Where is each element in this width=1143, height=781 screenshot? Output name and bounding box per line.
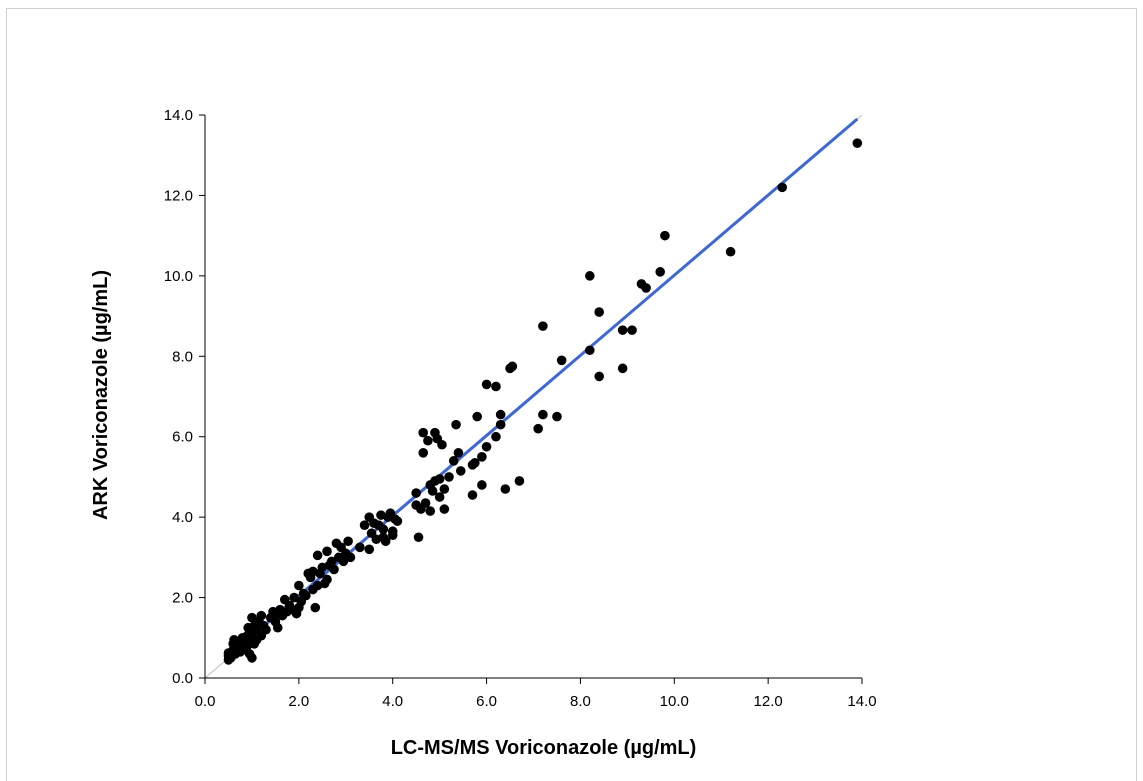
data-point-144 [655, 267, 666, 277]
axes [199, 114, 863, 684]
data-point-68 [338, 556, 349, 567]
data-point-20 [247, 653, 257, 663]
y-tick-label: 10.0 [164, 268, 193, 285]
data-point-61 [322, 546, 332, 557]
data-point-71 [345, 552, 356, 563]
data-point-82 [378, 524, 389, 535]
data-point-119 [477, 480, 487, 490]
data-point-111 [451, 419, 461, 430]
y-tick-label: 4.0 [172, 509, 193, 526]
data-point-63 [326, 556, 337, 567]
data-point-137 [594, 307, 604, 317]
data-point-136 [585, 345, 595, 356]
tick-labels: 0.0 2.0 4.0 6.0 8.0 10.0 12.0 14.0 0.0 2.0 4.0 6.0 8… [164, 107, 877, 710]
data-point-91 [411, 488, 421, 498]
data-point-98 [425, 506, 436, 516]
data-point-134 [556, 355, 567, 366]
data-point-121 [481, 379, 492, 390]
data-point-117 [472, 411, 482, 422]
data-point-64 [329, 564, 339, 575]
data-point-126 [500, 484, 511, 494]
data-point-116 [470, 458, 480, 468]
x-tick-label: 0.0 [195, 693, 216, 710]
data-point-108 [439, 504, 450, 514]
data-point-97 [423, 435, 433, 446]
data-point-139 [617, 325, 628, 335]
x-axis-title: LC-MS/MS Voriconazole (µg/mL) [391, 737, 697, 759]
y-tick-label: 6.0 [172, 429, 193, 446]
data-point-146 [725, 246, 736, 257]
data-point-131 [538, 409, 548, 420]
x-tick-label: 2.0 [288, 693, 309, 710]
data-point-114 [467, 490, 478, 500]
data-point-100 [427, 486, 438, 496]
x-tick-label: 6.0 [476, 693, 497, 710]
data-point-96 [420, 498, 431, 508]
data-point-105 [434, 474, 445, 484]
data-point-92 [413, 532, 424, 543]
data-point-140 [617, 363, 628, 374]
data-point-120 [481, 441, 492, 452]
data-point-22 [247, 612, 257, 623]
data-point-109 [444, 472, 454, 482]
chart-frame [6, 8, 1137, 781]
data-point-123 [491, 381, 501, 392]
data-point-143 [641, 283, 651, 293]
data-point-135 [585, 271, 595, 281]
data-point-46 [294, 580, 304, 591]
x-tick-label: 4.0 [382, 693, 403, 710]
data-point-128 [507, 361, 518, 372]
y-tick-label: 0.0 [172, 670, 193, 687]
data-point-147 [777, 182, 788, 193]
x-tick-label: 12.0 [754, 693, 783, 710]
y-tick-label: 2.0 [172, 590, 193, 607]
data-point-49 [301, 590, 311, 601]
data-point-36 [272, 622, 283, 633]
data-point-133 [552, 411, 562, 422]
data-point-106 [437, 439, 447, 450]
x-tick-label: 8.0 [570, 693, 591, 710]
data-point-125 [495, 409, 506, 420]
data-point-107 [439, 484, 450, 494]
data-point-112 [453, 448, 464, 458]
data-point-72 [355, 542, 365, 553]
data-point-87 [387, 526, 398, 537]
data-point-94 [418, 448, 429, 458]
data-point-83 [380, 536, 391, 547]
data-point-145 [660, 230, 670, 241]
data-point-118 [477, 452, 487, 462]
data-point-130 [533, 423, 543, 434]
data-point-141 [627, 325, 637, 335]
y-axis-title: ARK Voriconazole (µg/mL) [90, 270, 112, 520]
data-point-54 [310, 602, 321, 613]
data-point-60 [322, 574, 332, 585]
data-point-43 [289, 592, 299, 603]
data-point-70 [343, 536, 353, 547]
data-point-124 [495, 419, 506, 430]
data-point-95 [418, 427, 429, 438]
data-point-132 [538, 321, 548, 331]
data-point-129 [514, 476, 525, 486]
data-points [223, 138, 863, 665]
data-point-104 [434, 492, 445, 502]
data-point-113 [455, 466, 466, 476]
y-tick-label: 14.0 [164, 107, 193, 124]
x-tick-label: 14.0 [847, 693, 876, 710]
data-point-122 [491, 431, 501, 442]
data-point-29 [256, 610, 267, 621]
x-tick-label: 10.0 [660, 693, 689, 710]
data-point-110 [448, 456, 459, 466]
data-point-31 [261, 624, 271, 635]
data-point-56 [312, 550, 323, 561]
data-point-73 [359, 520, 370, 530]
y-tick-label: 8.0 [172, 348, 193, 365]
data-point-148 [852, 138, 863, 148]
data-point-138 [594, 371, 604, 382]
data-point-89 [392, 516, 403, 526]
data-point-74 [364, 544, 375, 555]
y-tick-label: 12.0 [164, 187, 193, 204]
